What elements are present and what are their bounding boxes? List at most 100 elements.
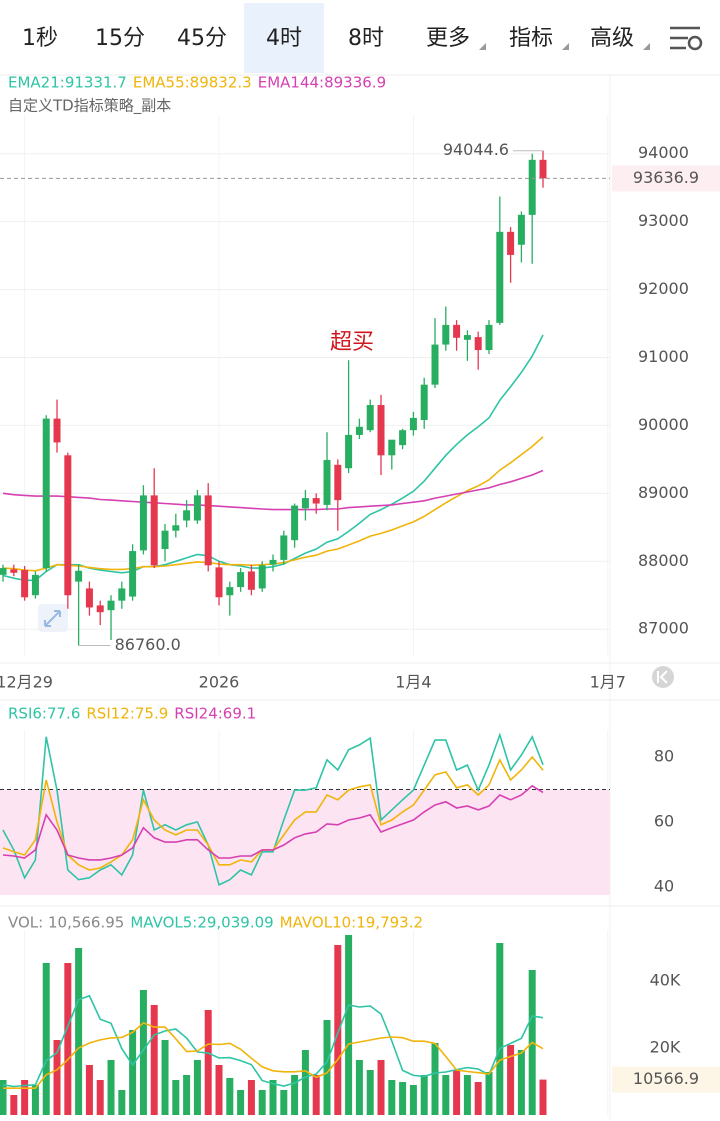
volume-bar (539, 1079, 547, 1115)
candle-body (64, 455, 72, 596)
volume-bar (377, 1059, 385, 1115)
volume-bar (85, 1064, 93, 1115)
volume-bar (301, 1050, 309, 1115)
y-tick-label: 87000 (638, 619, 689, 638)
volume-bar (442, 1074, 450, 1115)
candle-body (247, 571, 255, 590)
candle-body (10, 569, 18, 573)
volume-bar (334, 944, 342, 1115)
candle-body (31, 574, 39, 596)
y-tick-label: 88000 (638, 551, 689, 570)
candle-body (517, 214, 525, 245)
legend-entry: EMA55:89832.3 (133, 74, 252, 92)
candle-body (21, 570, 29, 598)
candle-body (420, 384, 428, 420)
candle-body (129, 551, 137, 597)
tab[interactable]: 4时 (266, 26, 302, 51)
tab[interactable]: 45分 (177, 26, 227, 51)
volume-bar (75, 947, 83, 1115)
volume-bar (150, 1004, 158, 1115)
candle-body (453, 324, 461, 338)
candle-body (75, 570, 83, 582)
tab[interactable]: 更多 (426, 26, 470, 51)
collapse-icon[interactable] (652, 666, 674, 688)
expand-icon[interactable] (38, 604, 68, 632)
last-price-tag: 93636.9 (633, 168, 699, 187)
candle-body (215, 567, 223, 598)
volume-bar (388, 1079, 396, 1115)
candle-body (528, 159, 536, 215)
candle-body (474, 337, 482, 351)
candle-body (280, 535, 288, 560)
subtitle: 自定义TD指标策略_副本 (8, 97, 171, 116)
volume-bar (31, 1084, 39, 1115)
legend-entry: EMA144:89336.9 (258, 74, 386, 92)
tab[interactable]: 1秒 (22, 26, 58, 51)
volume-bar (172, 1079, 180, 1115)
candle-body (388, 439, 396, 456)
tab-selected-bg (244, 3, 324, 73)
volume-bar (496, 942, 504, 1115)
candle-body (323, 460, 331, 505)
volume-bar (323, 1019, 331, 1115)
x-tick-label: 2026 (199, 673, 240, 692)
volume-bar (507, 1044, 515, 1115)
volume-bar (53, 1039, 61, 1115)
volume-bar (247, 1079, 255, 1115)
indicator-line (2, 334, 544, 582)
volume-bar (193, 1059, 201, 1115)
volume-bar (420, 1074, 428, 1115)
volume-bar (312, 1074, 320, 1115)
y-tick-label: 80 (654, 746, 674, 765)
volume-bar (345, 934, 353, 1115)
candle-body (355, 426, 363, 435)
volume-bar (21, 1079, 29, 1115)
candle-body (301, 498, 309, 509)
candle-body (204, 495, 212, 566)
candle-body (183, 510, 191, 521)
candle-body (269, 559, 277, 565)
y-tick-label: 60 (654, 811, 674, 830)
volume-bar (280, 1090, 288, 1115)
volume-bar (237, 1090, 245, 1115)
volume-bar (269, 1079, 277, 1115)
tab[interactable]: 高级 (590, 26, 634, 51)
tab[interactable]: 15分 (95, 26, 145, 51)
candle-body (507, 231, 515, 255)
overbought-band (0, 789, 610, 895)
volume-bar (474, 1082, 482, 1115)
candle-body (107, 600, 115, 611)
high-label: 94044.6 (443, 140, 509, 159)
candle-body (96, 605, 104, 613)
candle-body (399, 430, 407, 446)
candle-body (42, 418, 50, 569)
legend-entry: VOL: 10,566.95 (8, 914, 124, 932)
tab[interactable]: 指标 (509, 26, 553, 51)
candle-body (193, 495, 201, 521)
volume-tag-bg (612, 1066, 720, 1093)
volume-bar (118, 1090, 126, 1115)
indicator-line (2, 784, 544, 861)
y-tick-label: 90000 (638, 415, 689, 434)
candle-body (237, 572, 245, 588)
volume-bar (42, 962, 50, 1115)
legend-entry: EMA21:91331.7 (8, 74, 127, 92)
legend-entry: RSI24:69.1 (174, 705, 256, 723)
y-tick-label: 20K (650, 1037, 681, 1056)
volume-tag: 10566.9 (633, 1069, 699, 1088)
settings-icon[interactable] (670, 26, 703, 51)
volume-bar (355, 1059, 363, 1115)
legend-entry: RSI6:77.6 (8, 705, 80, 723)
indicator-line (2, 732, 544, 887)
volume-bar (139, 990, 147, 1115)
y-tick-label: 40K (650, 970, 681, 989)
candle-body (85, 588, 93, 608)
candle-body (226, 587, 234, 596)
tab-bar (0, 0, 720, 75)
tab[interactable]: 8时 (348, 26, 384, 51)
candle-body (312, 498, 320, 504)
candle-body (161, 530, 169, 550)
volume-bar (183, 1074, 191, 1115)
x-tick-label: 1月7 (590, 673, 626, 692)
